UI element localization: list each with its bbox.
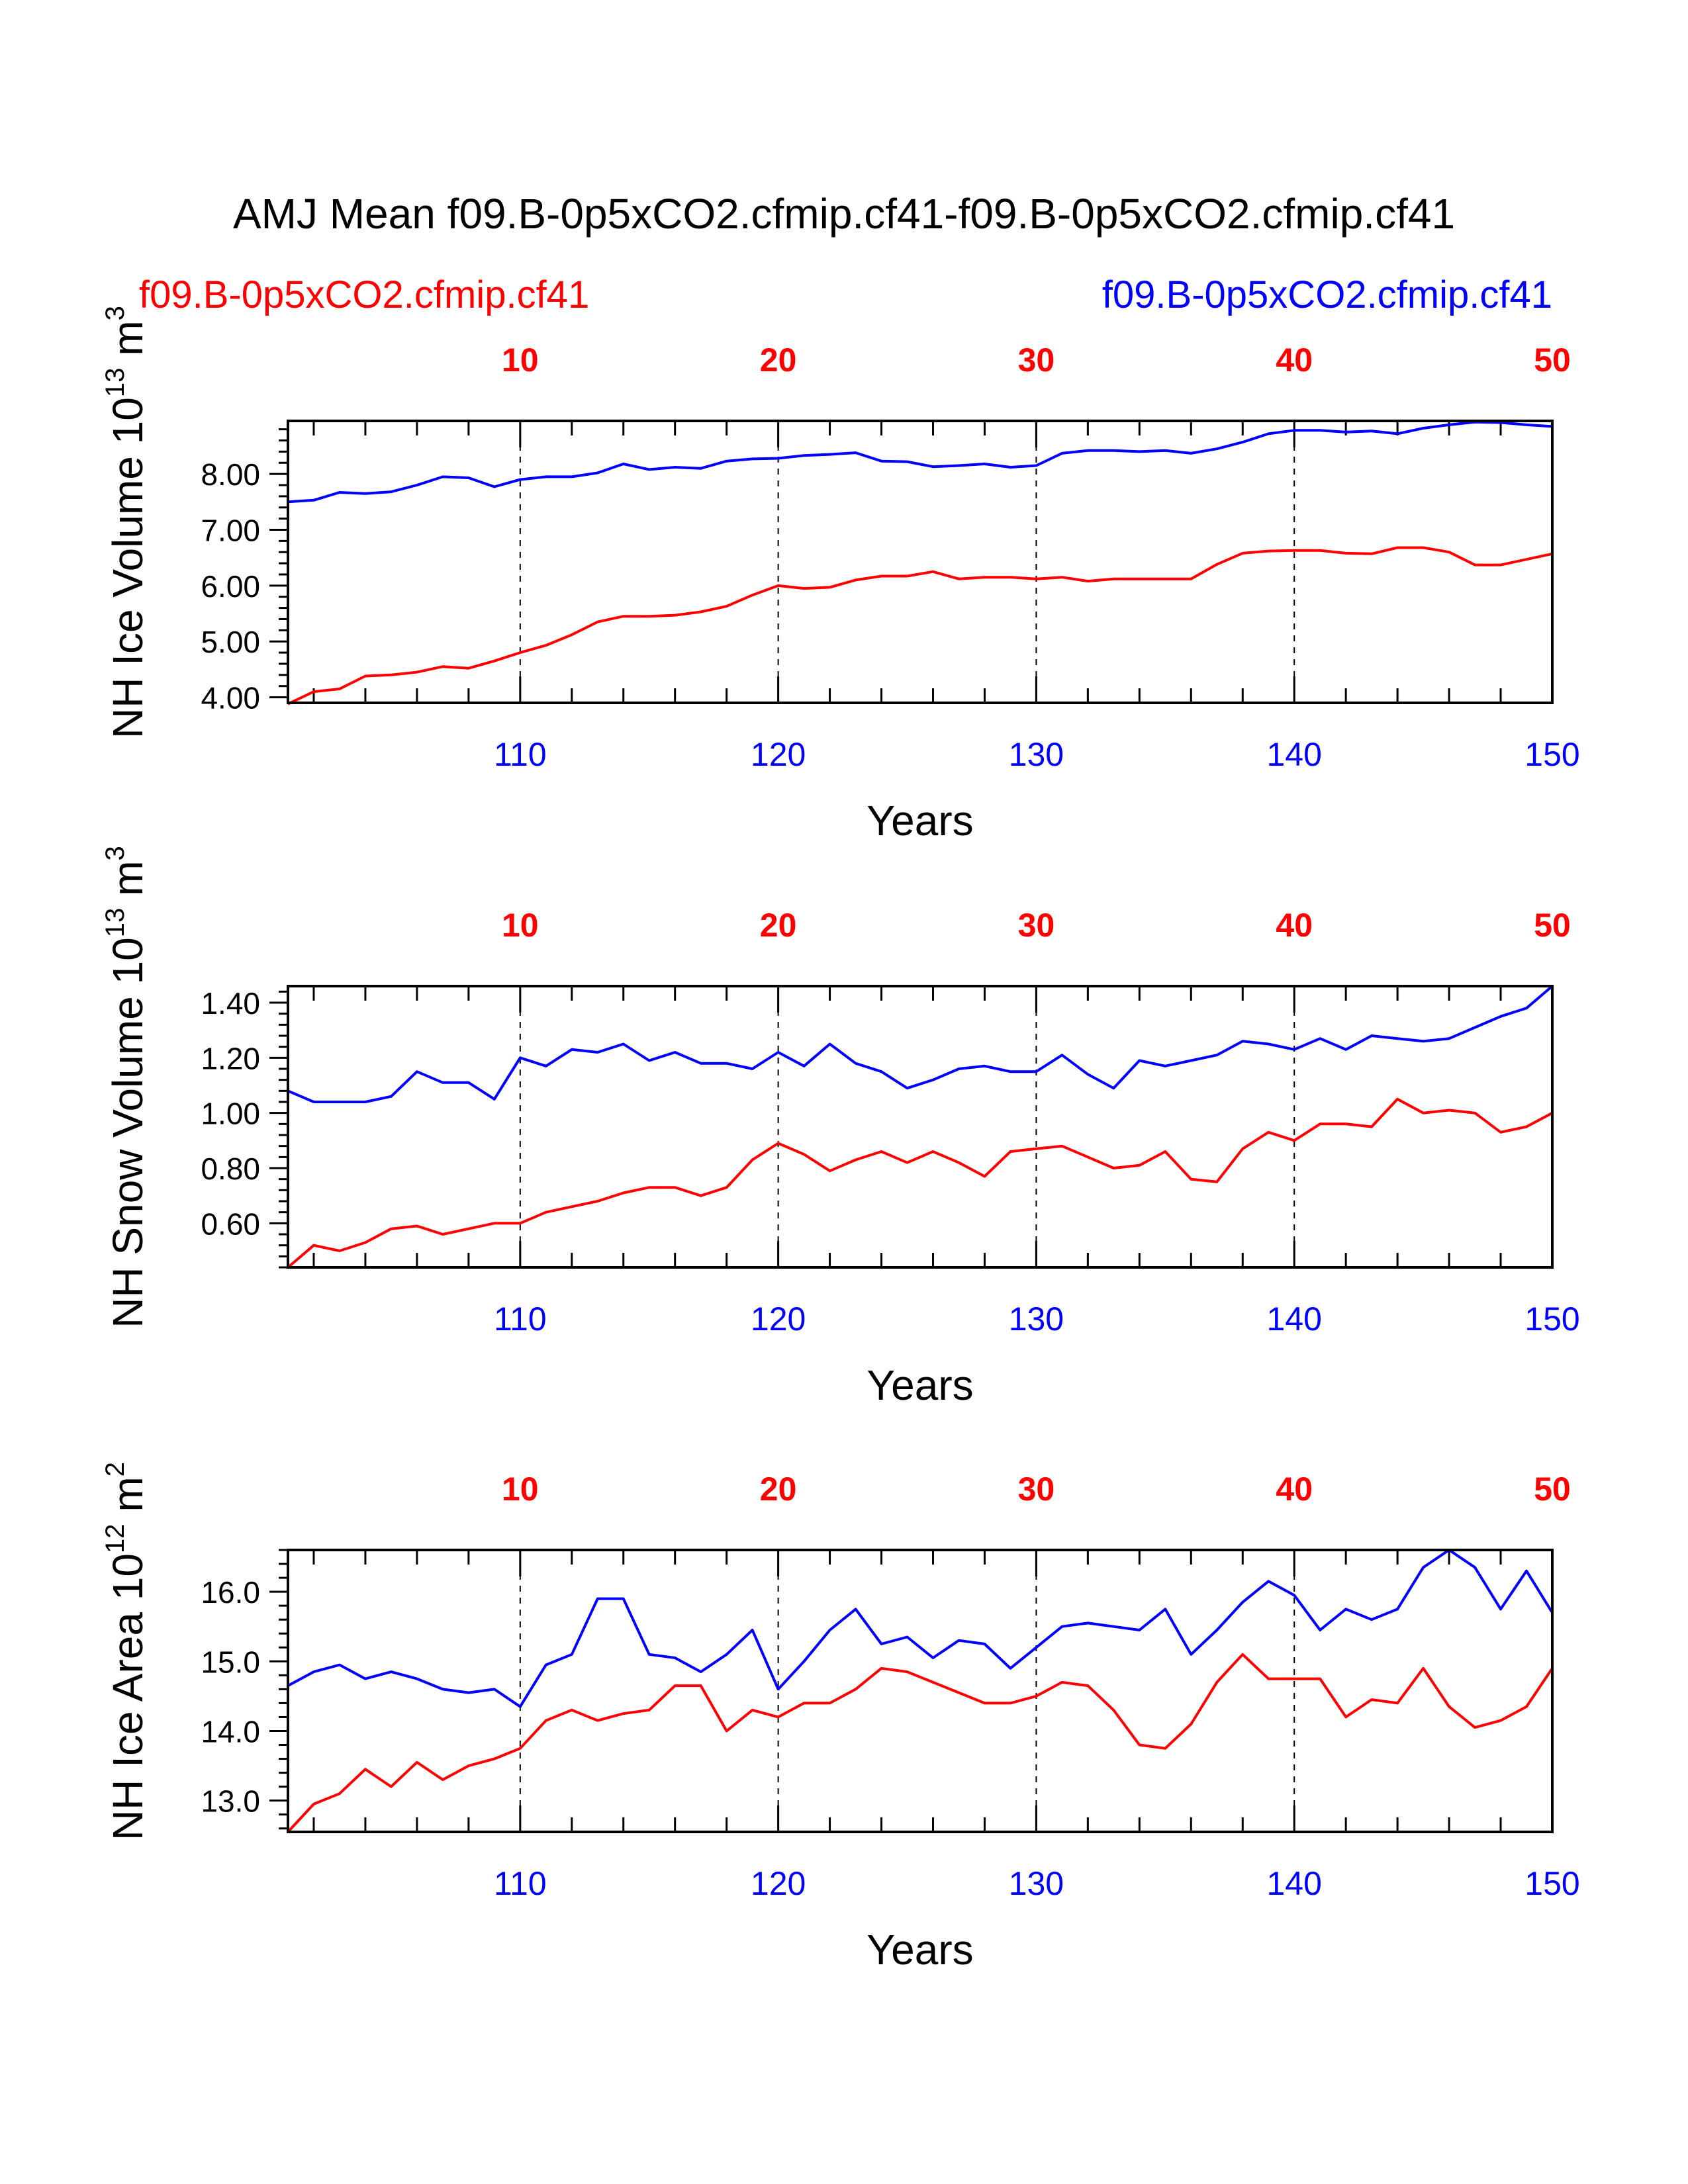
y-tick-label: 5.00 (201, 625, 260, 659)
plot-frame (287, 1549, 1554, 1833)
x-tick-label-top: 40 (1276, 907, 1313, 944)
x-tick-label-top: 10 (502, 1471, 539, 1508)
x-tick-label-top: 40 (1276, 341, 1313, 379)
series-line-red (287, 1653, 1554, 1833)
y-tick-label: 1.40 (201, 986, 260, 1021)
legend-right-label: f09.B-0p5xCO2.cfmip.cf41 (1102, 273, 1552, 316)
y-tick-label: 0.60 (201, 1206, 260, 1241)
x-tick-label-bottom: 120 (751, 736, 806, 773)
x-tick-label-bottom: 150 (1524, 1865, 1579, 1902)
x-tick-label-bottom: 110 (494, 736, 547, 773)
series-line-red (287, 1097, 1553, 1269)
y-tick-label: 6.00 (201, 569, 260, 604)
y-tick-label: 1.00 (201, 1097, 260, 1131)
y-axis-label: NH Ice Area 1012 m2 (101, 1462, 152, 1841)
x-tick-label-top: 50 (1534, 341, 1571, 379)
y-axis-label-main: NH Ice Area 10 (104, 1553, 152, 1841)
x-tick-label-top: 40 (1276, 1471, 1313, 1508)
y-axis-label-main: NH Snow Volume 10 (104, 937, 152, 1328)
y-tick-label: 1.20 (201, 1041, 260, 1075)
x-tick-label-top: 30 (1018, 907, 1055, 944)
x-tick-label-bottom: 150 (1524, 1300, 1579, 1338)
y-axis-label: NH Snow Volume 1013 m3 (101, 846, 152, 1328)
x-tick-label-bottom: 110 (494, 1300, 547, 1338)
y-tick-label: 7.00 (201, 513, 260, 547)
y-axis-label-exponent: 12 (101, 1524, 130, 1554)
x-axis-label: Years (867, 1926, 973, 1974)
y-axis-label-unit: m (104, 320, 152, 355)
x-axis-label: Years (867, 1361, 973, 1409)
y-tick-label: 14.0 (201, 1714, 260, 1749)
x-tick-label-bottom: 140 (1266, 736, 1321, 773)
figure-title: AMJ Mean f09.B-0p5xCO2.cfmip.cf41-f09.B-… (233, 190, 1455, 238)
y-axis-label-exponent: 13 (101, 368, 130, 398)
y-axis-label: NH Ice Volume 1013 m3 (101, 306, 152, 739)
plot-frame (287, 420, 1554, 704)
x-tick-label-top: 20 (760, 341, 797, 379)
x-tick-label-bottom: 110 (494, 1865, 547, 1902)
x-tick-label-top: 30 (1018, 1471, 1055, 1508)
x-tick-label-top: 10 (502, 341, 539, 379)
x-tick-label-bottom: 140 (1266, 1300, 1321, 1338)
y-axis-label-unit-exponent: 3 (101, 306, 130, 320)
series-line-blue (287, 420, 1553, 504)
y-tick-label: 15.0 (201, 1645, 260, 1679)
x-tick-label-top: 50 (1534, 1471, 1571, 1508)
x-tick-label-bottom: 120 (751, 1865, 806, 1902)
chart-panel-3: 13.0 14.0 15.0 16.0 110 120 130 140 150 10 20 30 40 5… (101, 1462, 1580, 1974)
x-tick-label-top: 20 (760, 907, 797, 944)
y-axis-label-unit-exponent: 2 (101, 1462, 130, 1477)
x-tick-label-top: 20 (760, 1471, 797, 1508)
x-tick-label-bottom: 140 (1266, 1865, 1321, 1902)
series-line-blue (287, 985, 1554, 1103)
y-axis-label-unit: m (104, 1477, 152, 1512)
x-tick-label-top: 10 (502, 907, 539, 944)
y-tick-label: 13.0 (201, 1784, 260, 1819)
series-line-red (287, 546, 1553, 705)
x-tick-label-bottom: 130 (1009, 736, 1064, 773)
series-line-blue (287, 1549, 1554, 1708)
y-axis-label-main: NH Ice Volume 10 (104, 397, 152, 739)
y-tick-label: 16.0 (201, 1575, 260, 1610)
x-tick-label-top: 50 (1534, 907, 1571, 944)
chart-panel-2: 0.60 0.80 1.00 1.20 1.40 110 120 130 140 150 10 20 3… (101, 846, 1580, 1409)
x-tick-label-bottom: 120 (751, 1300, 806, 1338)
x-tick-label-bottom: 130 (1009, 1300, 1064, 1338)
y-axis-label-unit: m (104, 860, 152, 895)
y-tick-label: 0.80 (201, 1152, 260, 1186)
y-tick-label: 4.00 (201, 681, 260, 715)
plot-frame (287, 985, 1554, 1269)
x-tick-label-top: 30 (1018, 341, 1055, 379)
panels: 4.00 5.00 6.00 7.00 8.00 110 120 130 140 150 10 20 3… (101, 306, 1580, 1974)
y-tick-label: 8.00 (201, 457, 260, 492)
chart-panel-1: 4.00 5.00 6.00 7.00 8.00 110 120 130 140 150 10 20 3… (101, 306, 1580, 844)
legend-left-label: f09.B-0p5xCO2.cfmip.cf41 (139, 273, 589, 316)
x-tick-label-bottom: 150 (1524, 736, 1579, 773)
y-axis-label-exponent: 13 (101, 908, 130, 938)
x-axis-label: Years (867, 797, 973, 844)
y-axis-label-unit-exponent: 3 (101, 846, 130, 860)
x-tick-label-bottom: 130 (1009, 1865, 1064, 1902)
